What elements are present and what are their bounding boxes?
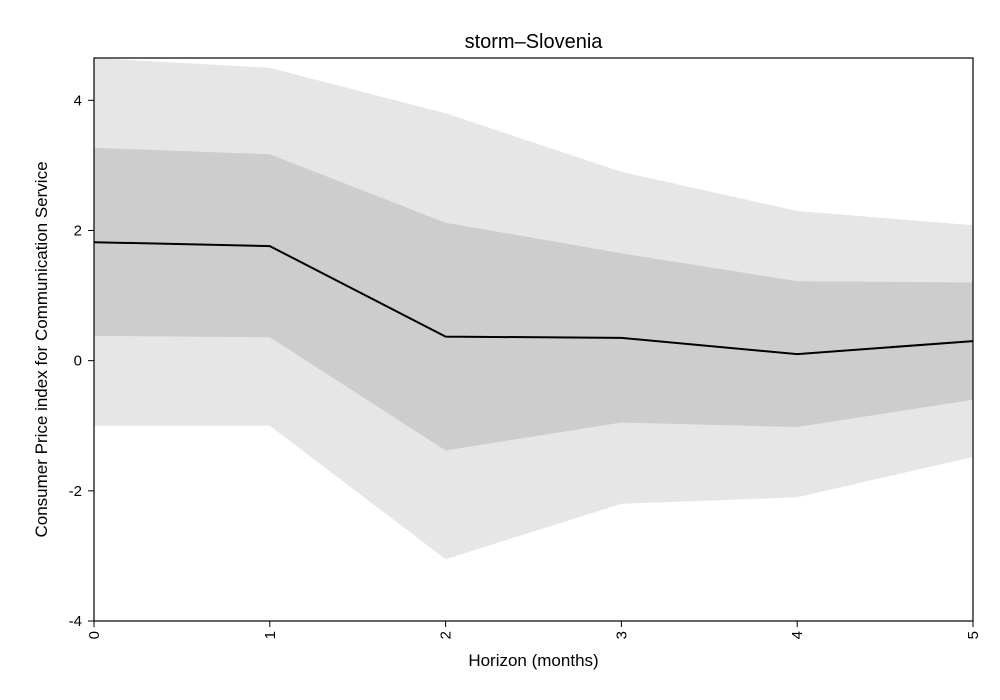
response-line bbox=[93, 241, 974, 356]
chart-title: storm–Slovenia bbox=[465, 31, 604, 53]
y-tick-label: 0 bbox=[74, 353, 82, 370]
x-tick-label: 0 bbox=[86, 631, 103, 639]
plot-frame bbox=[93, 57, 974, 622]
inner-confidence-band bbox=[94, 147, 973, 451]
y-axis-title: Consumer Price index for Communication S… bbox=[32, 161, 51, 537]
x-axis-title: Horizon (months) bbox=[468, 651, 598, 670]
y-tick-label: 2 bbox=[74, 222, 82, 239]
x-tick-label: 4 bbox=[789, 631, 806, 639]
confidence-bands bbox=[94, 58, 973, 560]
y-axis: -4 -2 0 2 4 bbox=[69, 92, 94, 630]
y-tick-label: -2 bbox=[69, 483, 82, 500]
x-tick-label: 2 bbox=[438, 631, 455, 639]
x-tick-label: 1 bbox=[262, 631, 279, 639]
impulse-response-series bbox=[93, 241, 974, 356]
x-tick-label: 3 bbox=[613, 631, 630, 639]
x-axis: 0 1 2 3 4 5 bbox=[86, 621, 982, 639]
y-tick-label: 4 bbox=[74, 92, 82, 109]
x-tick-label: 5 bbox=[965, 631, 982, 639]
y-tick-label: -4 bbox=[69, 613, 82, 630]
